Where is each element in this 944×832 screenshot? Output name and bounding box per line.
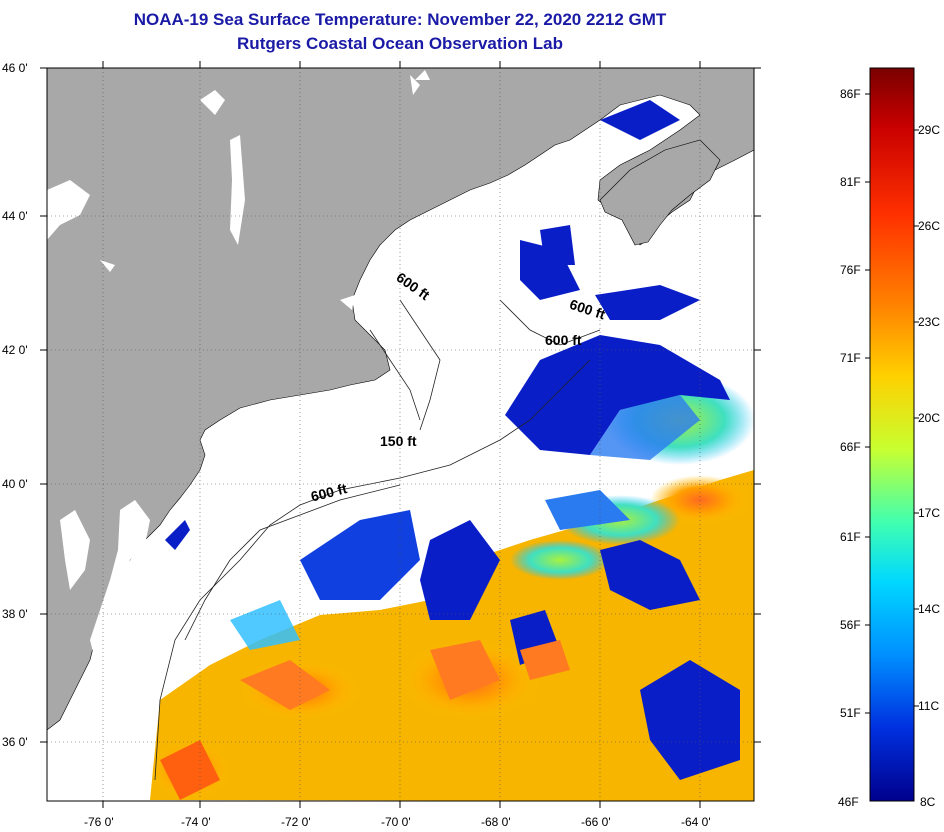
celsius-label: 20C [918, 411, 940, 425]
map-subtitle: Rutgers Coastal Ocean Observation Lab [237, 34, 563, 53]
celsius-label: 14C [918, 602, 940, 616]
fahrenheit-label: 76F [840, 263, 861, 277]
lon-label: -76 0' [84, 815, 114, 829]
depth-label: 600 ft [545, 332, 582, 348]
lat-label: 38 0' [2, 607, 28, 621]
fahrenheit-label: 56F [840, 618, 861, 632]
fahrenheit-label: 71F [840, 351, 861, 365]
fahrenheit-label: 86F [840, 87, 861, 101]
lon-label: -68 0' [481, 815, 511, 829]
fahrenheit-label: 61F [840, 530, 861, 544]
colorbar-ticks [865, 93, 919, 714]
lon-label: -66 0' [581, 815, 611, 829]
lon-label: -70 0' [381, 815, 411, 829]
celsius-label: 26C [918, 219, 940, 233]
celsius-label: 29C [918, 123, 940, 137]
celsius-label: 11C [918, 699, 939, 713]
depth-label: 150 ft [380, 433, 417, 449]
lon-label: -64 0' [681, 815, 711, 829]
lat-label: 42 0' [2, 343, 28, 357]
lon-label: -74 0' [181, 815, 211, 829]
celsius-label: 23C [918, 315, 940, 329]
fahrenheit-label: 81F [840, 175, 861, 189]
lat-label: 36 0' [2, 735, 28, 749]
fahrenheit-label: 51F [840, 706, 861, 720]
lon-label: -72 0' [281, 815, 311, 829]
lat-label: 40 0' [2, 477, 28, 491]
celsius-label: 17C [918, 506, 940, 520]
color-scale-bar [869, 67, 915, 802]
map-title: NOAA-19 Sea Surface Temperature: Novembe… [133, 10, 667, 29]
fahrenheit-label: 66F [840, 440, 861, 454]
lat-label: 46 0' [2, 61, 28, 75]
depth-contours [154, 299, 601, 781]
axis-ticks [40, 61, 761, 808]
celsius-label: 8C [920, 795, 936, 809]
fahrenheit-label: 46F [838, 795, 859, 809]
lat-label: 44 0' [2, 209, 28, 223]
